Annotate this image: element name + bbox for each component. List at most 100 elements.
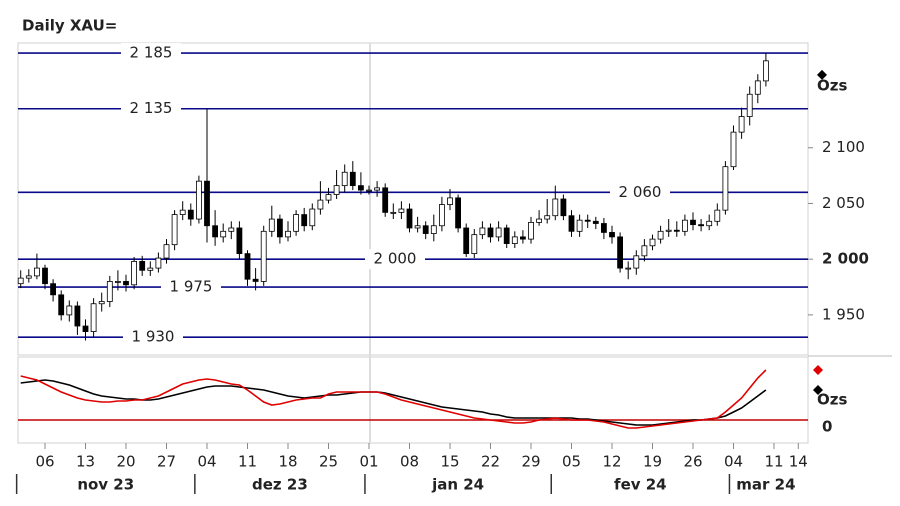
candle-body: [414, 225, 421, 229]
candle-body: [422, 225, 429, 234]
candle-body: [147, 267, 154, 271]
candle-body: [25, 275, 32, 279]
candle-body: [609, 232, 615, 238]
candle-body: [58, 294, 65, 316]
candle-body: [131, 260, 138, 286]
candle-body: [236, 227, 243, 255]
candle-body: [179, 209, 186, 215]
candle-body: [252, 278, 259, 282]
level-label: 2 000: [374, 250, 417, 268]
x-tick-label: 19: [643, 453, 662, 471]
candle-body: [746, 93, 753, 117]
candle-body: [309, 208, 316, 227]
candle-body: [471, 234, 478, 255]
candle-body: [163, 244, 170, 259]
candle-body: [90, 303, 97, 333]
x-tick-label: 26: [683, 453, 702, 471]
candle-body: [592, 220, 599, 224]
candle-body: [34, 267, 40, 277]
candle-body: [301, 214, 308, 227]
candle-body: [66, 305, 73, 316]
x-tick-label: 08: [400, 453, 419, 471]
x-tick-label: 11: [764, 453, 783, 471]
x-tick-label: 27: [157, 453, 176, 471]
x-tick-label: 25: [319, 453, 338, 471]
level-label-bg: [161, 277, 221, 298]
x-tick-label: 15: [440, 453, 459, 471]
candle-body: [552, 198, 559, 217]
x-tick-label: 04: [197, 453, 216, 471]
candle-body: [325, 194, 332, 201]
candle-body: [633, 255, 640, 269]
candle-body: [293, 214, 300, 232]
candle-body: [341, 171, 348, 187]
level-label: 2 135: [130, 99, 173, 117]
candle-body: [349, 171, 356, 187]
month-label: jan 24: [431, 476, 484, 494]
candle-body: [317, 199, 324, 210]
candle-body: [601, 223, 607, 233]
level-label: 2 060: [619, 183, 662, 201]
candle-body: [260, 230, 267, 282]
candle-body: [374, 187, 381, 191]
x-tick-label: 22: [481, 453, 500, 471]
candle-body: [155, 257, 162, 269]
indicator-panel: [17, 356, 809, 444]
month-label: dez 23: [252, 476, 308, 494]
unit-label: Ozs: [817, 391, 847, 409]
candle-body: [406, 208, 413, 229]
y-tick-label: 2 100: [822, 138, 865, 156]
y-tick-label: 0: [822, 418, 832, 436]
candle-body: [714, 209, 721, 222]
last-marker: [813, 385, 823, 395]
candle-body: [576, 219, 583, 232]
indicator-line: [20, 379, 767, 426]
last-marker: [813, 365, 823, 375]
candle-body: [625, 267, 632, 270]
candle-body: [754, 80, 761, 95]
y-tick-label: 2 050: [822, 194, 865, 212]
candle-body: [357, 185, 364, 191]
candle-body: [698, 224, 704, 227]
candle-body: [706, 220, 713, 227]
candle-body: [568, 215, 575, 232]
month-label: nov 23: [77, 476, 134, 494]
candle-body: [447, 197, 453, 205]
x-tick-label: 01: [359, 453, 378, 471]
x-tick-label: 20: [116, 453, 135, 471]
candle-body: [106, 281, 113, 302]
candle-body: [195, 180, 202, 220]
last-marker: [817, 69, 827, 80]
candle-body: [398, 208, 405, 213]
level-label-bg: [365, 249, 425, 270]
candle-body: [204, 180, 210, 227]
candle-body: [115, 281, 121, 283]
x-tick-label: 11: [238, 453, 257, 471]
indicator-line: [20, 369, 767, 429]
candle-body: [220, 230, 227, 238]
x-tick-label: 14: [789, 453, 808, 471]
candle-body: [544, 215, 551, 220]
month-label: mar 24: [736, 476, 795, 494]
candle-body: [285, 230, 291, 238]
candle-body: [50, 283, 56, 296]
candle-body: [511, 236, 518, 244]
candle-body: [366, 189, 372, 192]
candle-body: [382, 187, 389, 213]
month-label: fev 24: [614, 476, 667, 494]
x-tick-label: 06: [35, 453, 54, 471]
candle-body: [82, 325, 89, 332]
candle-body: [123, 281, 129, 286]
candle-body: [228, 227, 235, 232]
candle-body: [244, 253, 251, 280]
unit-label: Ozs: [817, 76, 847, 94]
candle-body: [479, 227, 486, 236]
candle-body: [520, 236, 526, 240]
candle-body: [536, 218, 542, 223]
candle-body: [690, 219, 696, 226]
candle-body: [673, 229, 680, 232]
candle-body: [171, 214, 178, 246]
candle-body: [495, 227, 502, 238]
candle-body: [463, 227, 470, 255]
